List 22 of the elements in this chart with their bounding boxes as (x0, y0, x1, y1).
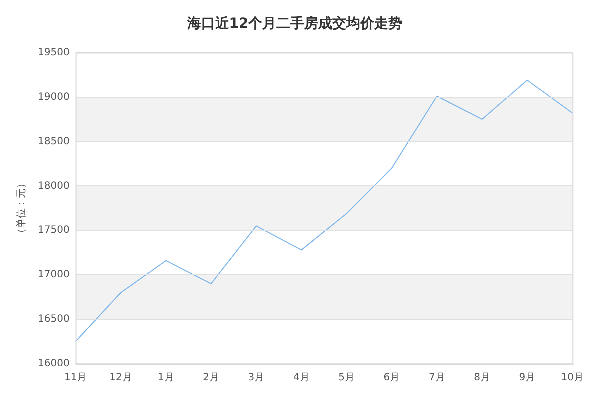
x-tick-label: 2月 (203, 372, 220, 384)
y-tick-label: 16500 (38, 314, 70, 326)
y-tick-label: 19500 (38, 47, 70, 58)
x-tick-label: 12月 (110, 372, 132, 384)
x-tick-label: 1月 (158, 372, 174, 384)
y-tick-label: 19000 (38, 92, 70, 103)
x-tick-label: 10月 (561, 372, 584, 384)
y-tick-label: 18000 (38, 180, 70, 192)
x-tick-label: 8月 (474, 372, 490, 384)
x-tick-label: 9月 (519, 372, 536, 384)
x-tick-label: 6月 (384, 372, 400, 384)
y-tick-label: 18500 (38, 136, 70, 148)
y-axis-title: （单位：元） (16, 178, 28, 238)
chart-title: 海口近12个月二手房成交均价走势 (186, 15, 403, 32)
x-tick-label: 5月 (338, 372, 355, 384)
x-tick-label: 11月 (64, 372, 88, 384)
y-tick-label: 17500 (38, 225, 70, 236)
x-tick-label: 7月 (428, 372, 446, 384)
y-tick-label: 17000 (38, 270, 70, 281)
x-tick-label: 3月 (248, 372, 265, 384)
y-tick-label: 16000 (38, 358, 70, 370)
x-tick-label: 4月 (293, 372, 310, 384)
